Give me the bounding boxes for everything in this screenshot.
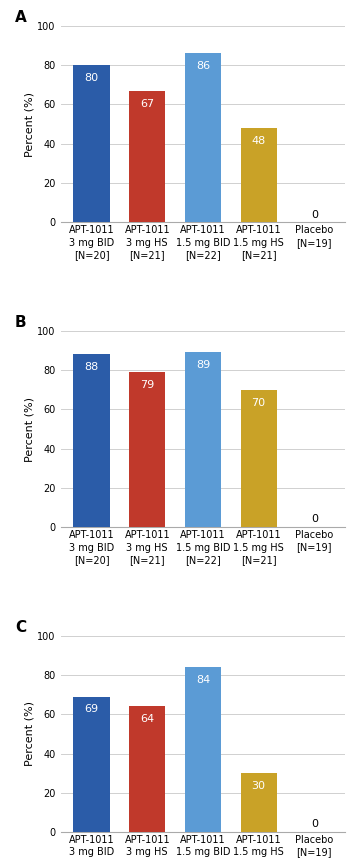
Y-axis label: Percent (%): Percent (%)	[25, 396, 35, 462]
Text: B: B	[15, 315, 27, 330]
Text: 0: 0	[311, 819, 318, 830]
Bar	[129, 91, 165, 222]
Bar	[185, 53, 221, 222]
Text: A: A	[15, 10, 27, 25]
Bar	[129, 372, 165, 528]
Text: 69: 69	[84, 704, 99, 715]
Bar	[185, 667, 221, 832]
Bar	[129, 706, 165, 832]
Text: 67: 67	[140, 99, 154, 108]
Text: 48: 48	[251, 136, 266, 146]
Bar	[241, 390, 277, 528]
Text: 64: 64	[140, 714, 154, 724]
Text: 88: 88	[84, 362, 99, 372]
Y-axis label: Percent (%): Percent (%)	[25, 92, 35, 157]
Bar	[73, 65, 110, 222]
Text: 89: 89	[196, 360, 210, 370]
Bar	[73, 697, 110, 832]
Text: 84: 84	[196, 675, 210, 685]
Text: 70: 70	[252, 397, 266, 408]
Bar	[73, 354, 110, 528]
Text: 30: 30	[252, 781, 266, 791]
Text: C: C	[15, 619, 26, 635]
Bar	[241, 773, 277, 832]
Text: 80: 80	[84, 73, 99, 83]
Text: 0: 0	[311, 515, 318, 524]
Bar	[241, 128, 277, 222]
Bar	[185, 353, 221, 528]
Text: 0: 0	[311, 209, 318, 220]
Text: 86: 86	[196, 61, 210, 71]
Text: 79: 79	[140, 380, 155, 390]
Y-axis label: Percent (%): Percent (%)	[25, 701, 35, 766]
